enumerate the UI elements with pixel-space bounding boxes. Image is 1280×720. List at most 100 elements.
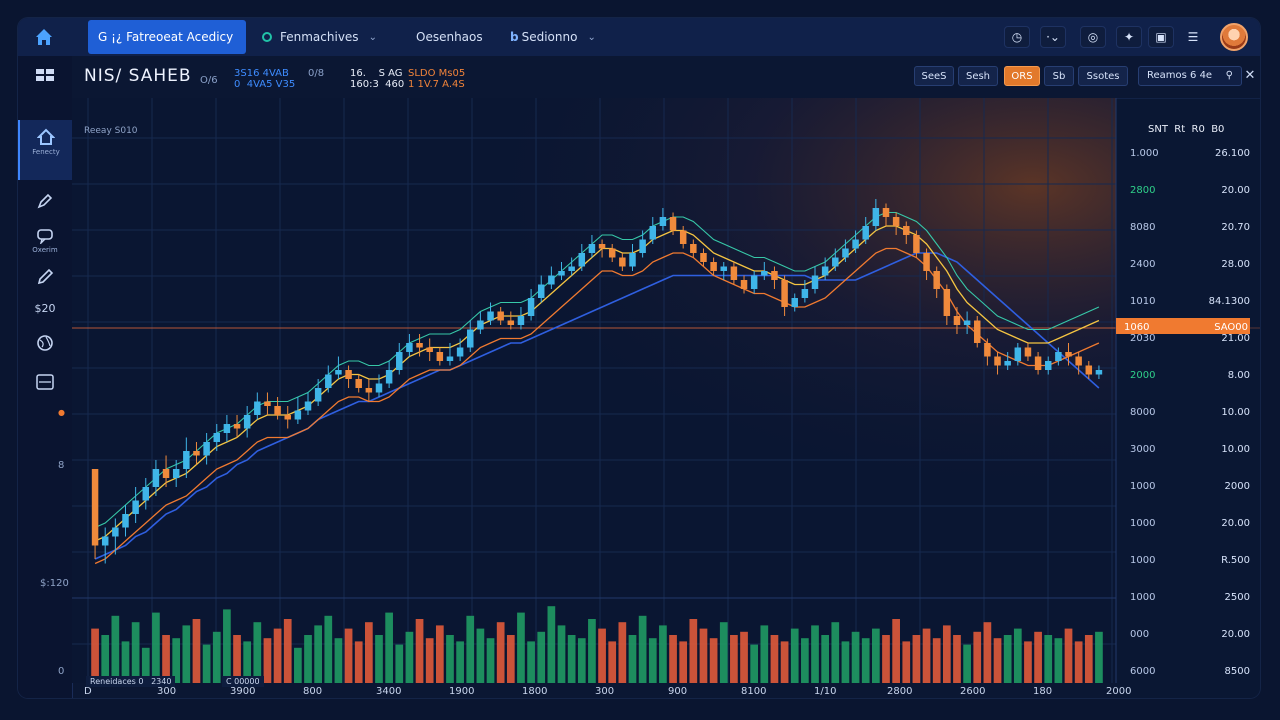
chart-area[interactable]: 1.000 2800 8080 2400 1010 2030 2000 8000 3000 100… xyxy=(72,98,1260,698)
volume-bar xyxy=(942,625,951,683)
timeframe-button[interactable]: SeeS xyxy=(914,66,954,86)
avatar[interactable] xyxy=(1220,23,1248,51)
candle-body xyxy=(1075,356,1082,366)
volume-bar xyxy=(506,635,515,683)
price-axis-left-label: 1010 xyxy=(1130,296,1155,307)
volume-bar xyxy=(577,638,586,683)
stat-block: 3S16 4VAB 0 4VA5 V35 xyxy=(234,68,295,90)
price-axis-left-label: 1000 xyxy=(1130,592,1155,603)
sidebar-item-globe[interactable] xyxy=(18,334,72,352)
volume-bar xyxy=(486,638,495,683)
volume-bar xyxy=(395,644,404,683)
volume-bar xyxy=(983,622,992,683)
candle-body xyxy=(750,275,758,289)
candle-body xyxy=(396,352,403,370)
candle-body xyxy=(862,226,869,240)
stat-bottom: 160:3 460 xyxy=(350,79,405,90)
price-axis-right-label: 10.00 xyxy=(1221,444,1250,455)
price-axis-left-label: 8000 xyxy=(1130,407,1155,418)
candle-body xyxy=(669,217,677,231)
volume-bar xyxy=(354,641,363,683)
volume-bar xyxy=(243,641,252,683)
stat-bottom: 1 1V.7 A.4S xyxy=(408,79,465,90)
volume-note: Reneidaces 0 2340 xyxy=(86,676,176,687)
x-axis-label: 900 xyxy=(668,686,687,697)
price-axis-left-label: 3000 xyxy=(1130,444,1155,455)
x-axis-label: D xyxy=(84,686,92,697)
timeframe-button[interactable]: Ssotes xyxy=(1078,66,1128,86)
close-icon[interactable]: ✕ xyxy=(1244,68,1256,83)
sidebar-item-chat[interactable]: Oxerim xyxy=(18,228,72,254)
candle-body xyxy=(1065,352,1072,357)
wrench-icon[interactable]: ✦ xyxy=(1116,26,1142,48)
globe-icon xyxy=(37,335,53,351)
sidebar-item-dollar[interactable]: $20 xyxy=(18,302,72,315)
candle-body xyxy=(294,410,302,420)
tab-academy[interactable]: G ¡¿ Fatreoeat Acedicy xyxy=(88,20,246,54)
clock-icon[interactable]: ◷ xyxy=(1004,26,1030,48)
tab-oesenhaos[interactable]: Oesenhaos xyxy=(406,20,496,54)
volume-bar xyxy=(192,619,201,683)
stat-top: 3S16 4VAB xyxy=(234,68,289,79)
pencil-icon xyxy=(37,268,54,285)
x-axis-label: 180 xyxy=(1033,686,1052,697)
volume-bar xyxy=(740,631,748,683)
timeframe-button[interactable]: Sesh xyxy=(958,66,998,86)
tab-fenmachives[interactable]: Fenmachives ⌄ xyxy=(252,20,394,54)
price-axis-right-label: 2000 xyxy=(1225,481,1250,492)
chat-icon xyxy=(37,229,53,244)
candle-body xyxy=(254,401,261,415)
candle-body xyxy=(629,253,636,267)
volume-bar xyxy=(385,612,393,683)
search-input[interactable]: Reamos 6 4e ⚲ xyxy=(1138,66,1242,86)
volume-bar xyxy=(435,625,444,683)
volume-bar xyxy=(1003,635,1012,683)
ma-fast-line xyxy=(94,225,1100,542)
candle-body xyxy=(477,320,484,330)
volume-bar xyxy=(770,635,779,683)
volume-bar xyxy=(993,638,1002,683)
volume-bar xyxy=(283,619,292,683)
candle-body xyxy=(923,253,930,271)
volume-bar xyxy=(324,615,333,683)
timeframe-button-active[interactable]: ORS xyxy=(1004,66,1040,86)
x-axis-label: 8100 xyxy=(741,686,766,697)
target-icon[interactable]: ◎ xyxy=(1080,26,1106,48)
home-icon[interactable] xyxy=(32,25,56,49)
volume-bar xyxy=(456,641,464,683)
window-icon[interactable]: ▣ xyxy=(1148,26,1174,48)
volume-bar xyxy=(415,619,424,683)
candle-body xyxy=(821,266,829,276)
volume-bar xyxy=(861,638,870,683)
candle-body xyxy=(284,415,291,420)
price-axis-right-label: 21.00 xyxy=(1221,333,1250,344)
sidebar-item-pen[interactable] xyxy=(18,192,72,210)
candle-body xyxy=(690,244,697,253)
sidebar-item-home[interactable]: Fenecty xyxy=(18,120,72,180)
sidebar-item-window[interactable] xyxy=(18,374,72,390)
candle-body xyxy=(1095,370,1103,375)
price-chart[interactable]: 1.000 2800 8080 2400 1010 2030 2000 8000 3000 100… xyxy=(72,98,1260,698)
x-axis-label: 800 xyxy=(303,686,322,697)
volume-bar xyxy=(425,638,434,683)
price-axis-right-label: 28.00 xyxy=(1221,259,1250,270)
tab-sedionno[interactable]: b Sedionno ⌄ xyxy=(500,20,610,54)
candle-body xyxy=(548,275,555,285)
price-axis-left-label: 1.000 xyxy=(1130,148,1159,159)
sidebar-item-pencil[interactable] xyxy=(18,268,72,286)
x-axis-label: 2000 xyxy=(1106,686,1131,697)
more-icon[interactable]: ·⌄ xyxy=(1040,26,1066,48)
sidebar-item-grid[interactable] xyxy=(18,68,72,82)
x-axis-label: 300 xyxy=(157,686,176,697)
timeframe-button[interactable]: Sb xyxy=(1044,66,1074,86)
candle-body xyxy=(1055,352,1062,361)
volume-bar xyxy=(314,625,323,683)
volume-bar xyxy=(851,631,860,683)
volume-bar xyxy=(588,619,596,683)
volume-bar xyxy=(871,628,880,683)
menu-icon[interactable]: ☰ xyxy=(1187,30,1199,44)
candle-body xyxy=(781,280,788,307)
volume-bar xyxy=(598,628,606,683)
candle-body xyxy=(933,271,940,289)
volume-bar xyxy=(709,638,718,683)
